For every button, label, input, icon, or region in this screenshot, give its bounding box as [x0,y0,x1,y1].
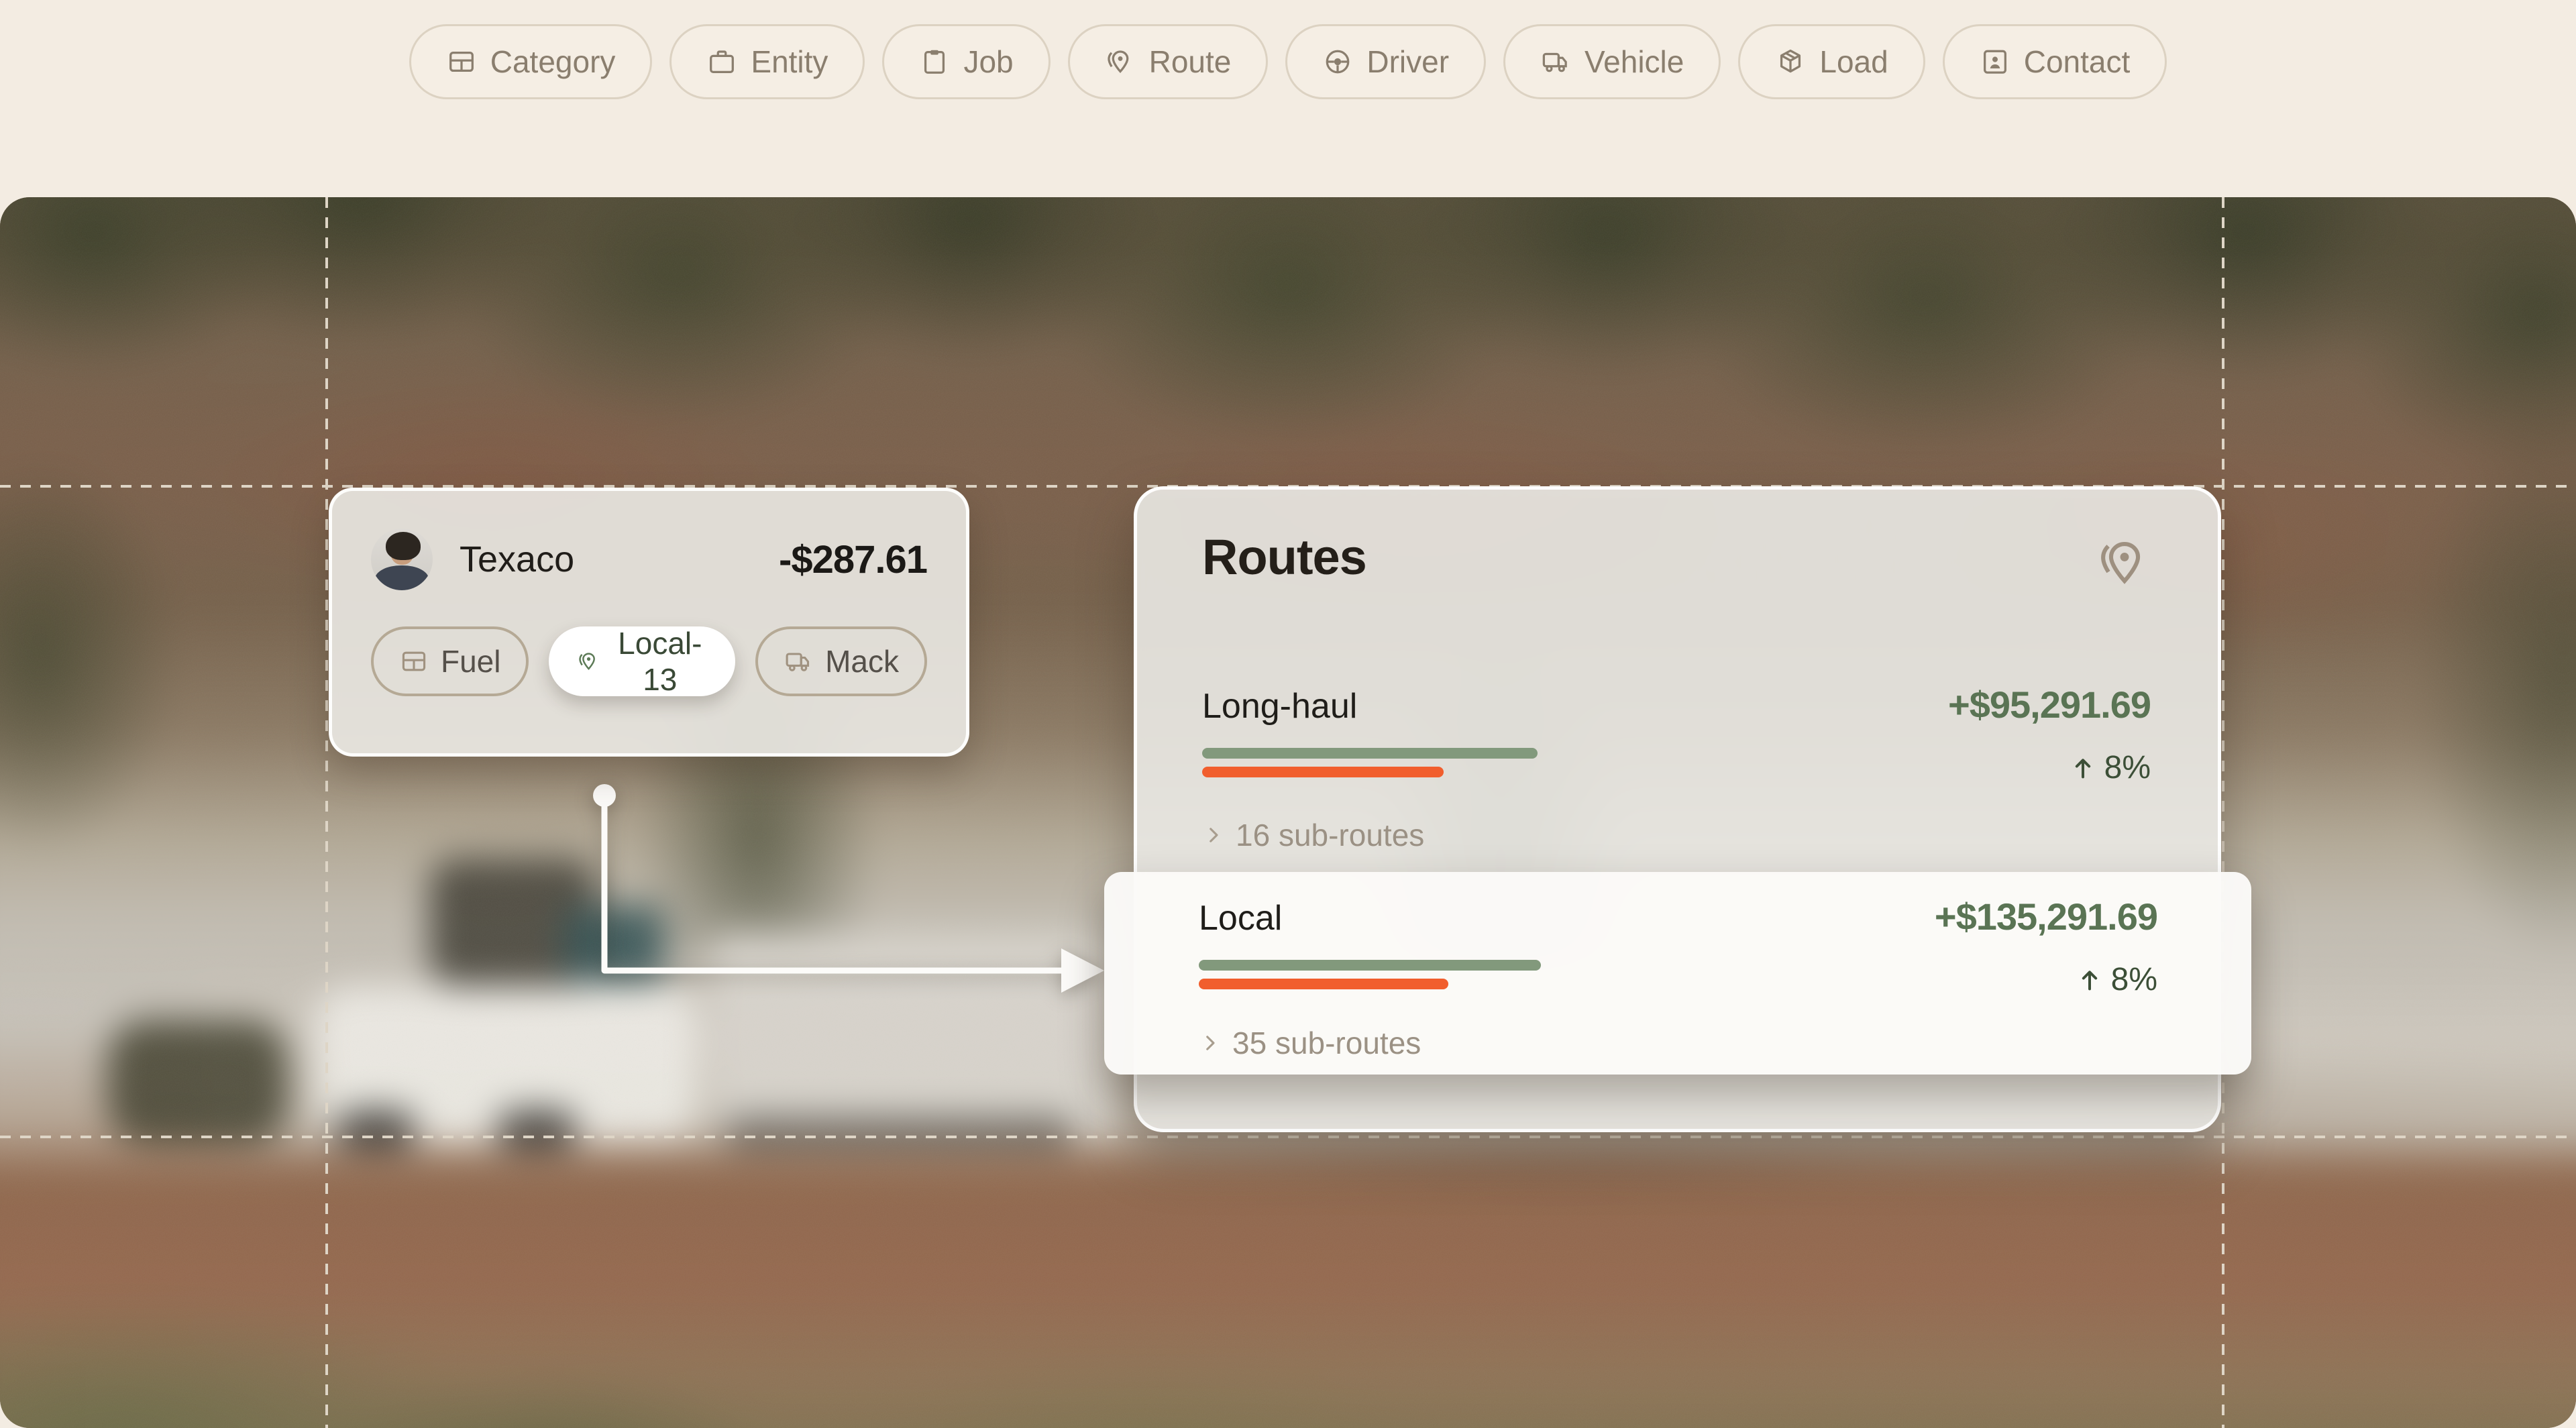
steering-wheel-icon [1326,50,1350,74]
tag-label: Mack [825,644,899,679]
truck-icon [1542,52,1567,72]
route-change: 8% [2076,957,2157,998]
entity-name: Texaco [460,539,575,580]
arrow-up-icon [2075,758,2090,778]
filter-pill-label: Category [490,44,616,79]
entity-card-header: Texaco -$287.61 [371,529,928,590]
subroutes-label: 16 sub-routes [1236,818,1425,853]
filter-pill-route[interactable]: Route [1067,24,1269,99]
filter-pill-category[interactable]: Category [409,24,653,99]
arrow-up-icon [2082,970,2097,990]
truck-trailer [711,932,1120,1137]
filter-pill-label: Entity [751,44,828,79]
truck-icon [786,653,810,671]
tag-label: Local-13 [618,626,702,697]
route-amount: +$95,291.69 [1948,683,2151,726]
filter-pill-label: Route [1148,44,1232,79]
filter-pill-entity[interactable]: Entity [669,24,865,99]
bar-secondary [1199,979,1448,989]
tag-mack[interactable]: Mack [755,626,927,696]
route-bars [1202,745,1538,777]
entity-card[interactable]: Texaco -$287.61 Fuel Local-13 Mack [329,488,969,757]
filter-pill-label: Vehicle [1585,44,1684,79]
bar-primary [1202,748,1538,759]
chevron-right-icon [1210,828,1218,842]
filter-pill-label: Job [963,44,1014,79]
route-row-long-haul[interactable]: Long-haul +$95,291.69 8% 16 sub-routes [1202,683,2151,853]
filter-pill-label: Contact [2023,44,2131,79]
subroutes-toggle[interactable]: 35 sub-routes [1199,1025,2157,1061]
filter-pill-label: Load [1819,44,1888,79]
briefcase-icon [710,50,735,73]
route-row-local[interactable]: Local +$135,291.69 8% 35 sub-routes [1104,872,2251,1075]
entity-amount: -$287.61 [779,537,928,582]
box-icon [1780,49,1801,73]
map-pin-icon [2096,534,2153,592]
route-amount: +$135,291.69 [1934,895,2158,938]
subroutes-toggle[interactable]: 16 sub-routes [1202,817,2151,853]
chevron-right-icon [1206,1036,1215,1050]
contact-card-icon [1983,50,2006,74]
tag-local-13[interactable]: Local-13 [549,626,736,697]
truck-window [564,905,664,983]
filter-pill-vehicle[interactable]: Vehicle [1503,24,1721,99]
filter-pill-contact[interactable]: Contact [1942,24,2167,99]
table-icon [449,51,474,72]
route-name: Local [1199,899,1283,938]
filter-pill-load[interactable]: Load [1738,24,1925,99]
entity-tags: Fuel Local-13 Mack [371,626,927,697]
routes-panel-title: Routes [1202,529,1367,585]
bar-secondary [1202,767,1444,777]
clipboard-icon [924,49,945,74]
avatar [371,529,433,590]
tag-fuel[interactable]: Fuel [371,626,529,696]
filter-bar: Category Entity Job Route Driver Vehicle… [0,0,2576,197]
route-bars [1199,957,1541,989]
tag-label: Fuel [441,644,501,679]
route-name: Long-haul [1202,687,1358,726]
route-change: 8% [2070,745,2151,786]
filter-pill-label: Driver [1366,44,1450,79]
filter-pill-driver[interactable]: Driver [1285,24,1487,99]
truck-shadow [724,1116,1073,1150]
truck-wheel [496,1109,577,1150]
filter-pill-job[interactable]: Job [882,24,1051,99]
truck-wheel [335,1109,416,1150]
table-icon [402,651,426,671]
bar-primary [1199,960,1541,971]
map-pin-icon [1107,50,1128,73]
map-pin-icon [579,653,596,670]
subroutes-label: 35 sub-routes [1232,1026,1421,1060]
bush [107,1020,288,1144]
